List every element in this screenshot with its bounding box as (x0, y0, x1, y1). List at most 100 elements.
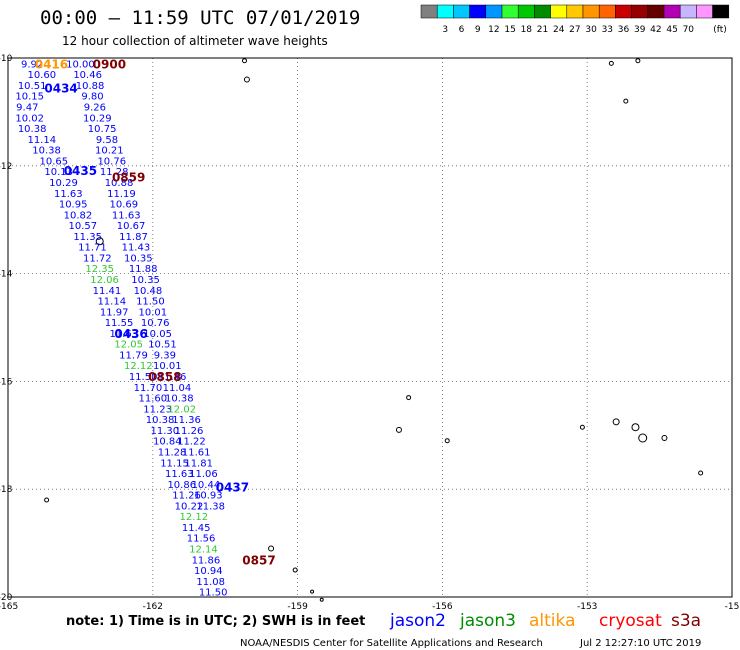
legend-label: 15 (504, 25, 515, 35)
wave-height-label: 9.92 (21, 59, 43, 70)
wave-height-label: 11.63 (112, 210, 141, 221)
wave-height-label: 11.63 (54, 189, 83, 200)
wave-height-label: 11.30 (151, 426, 180, 437)
island-outline (310, 589, 315, 594)
wave-height-label: 10.35 (131, 275, 160, 286)
wave-height-label: 11.28 (100, 167, 129, 178)
island-outline (612, 418, 620, 426)
wave-height-label: 11.63 (110, 329, 139, 340)
legend-swatch (420, 4, 438, 19)
grid-lines (8, 58, 732, 597)
wave-height-label: 11.50 (199, 588, 228, 599)
wave-height-label: 11.72 (83, 253, 112, 264)
wave-height-label: 12.05 (114, 340, 143, 351)
wave-height-label: 10.29 (49, 178, 78, 189)
wave-height-label: 10.69 (110, 200, 139, 211)
pass-time-label: 0858 (148, 370, 181, 384)
y-tick-label: -12 (0, 162, 12, 172)
pass-time-label: 0900 (93, 57, 126, 71)
legend-label: 70 (683, 25, 695, 35)
legend-swatch (615, 4, 632, 19)
wave-height-label: 11.87 (119, 232, 148, 243)
wave-height-label: 10.84 (153, 437, 182, 448)
satellite-name: cryosat (599, 611, 662, 631)
wave-height-label: 12.14 (189, 544, 218, 555)
legend-swatch (485, 4, 503, 19)
footer-timestamp: Jul 2 12:27:10 UTC 2019 (579, 638, 701, 649)
plot-border (7, 57, 733, 598)
island-outlines (44, 58, 704, 602)
wave-height-label: 10.29 (83, 113, 112, 124)
x-tick-label: -153 (577, 602, 597, 612)
wave-height-label: 10.88 (105, 178, 134, 189)
wave-height-label: 10.57 (68, 221, 97, 232)
wave-height-label: 9.80 (81, 92, 103, 103)
x-tick-label: -165 (0, 602, 18, 612)
wave-height-label: 11.50 (129, 372, 158, 383)
wave-height-label: 10.13 (44, 167, 73, 178)
pass-time-label: 0437 (216, 481, 249, 495)
wave-height-label: 11.81 (184, 458, 213, 469)
wave-height-label: 11.06 (189, 469, 218, 480)
wave-height-label: 11.88 (129, 264, 158, 275)
x-tick-label: -159 (287, 602, 308, 612)
pass-time-label: 0859 (112, 171, 145, 185)
island-outline (243, 76, 250, 83)
legend-swatch (647, 4, 665, 19)
legend-swatch (436, 4, 454, 19)
wave-height-label: 10.01 (153, 361, 182, 372)
wave-height-label: 10.88 (76, 81, 105, 92)
wave-height-label: 11.56 (187, 534, 216, 545)
wave-height-label: 9.47 (16, 103, 38, 114)
wave-height-label: 10.15 (15, 92, 44, 103)
pass-time-label: 0416 (35, 57, 68, 71)
wave-height-label: 11.46 (158, 372, 187, 383)
wave-height-label: 11.50 (136, 297, 165, 308)
legend-swatch (663, 4, 681, 19)
wave-height-label: 10.67 (117, 221, 146, 232)
pass-time-label: 0436 (114, 327, 147, 341)
island-outline (268, 545, 275, 552)
legend-swatch (534, 4, 551, 19)
legend-swatch (598, 4, 616, 19)
wave-height-label: 10.00 (66, 59, 95, 70)
wave-height-label: 10.76 (141, 318, 170, 329)
legend-label: 3 (442, 25, 448, 35)
y-tick-label: -10 (0, 54, 13, 64)
legend-swatch (566, 4, 584, 19)
axis-ticks: -165 -162 -159 -156 -153 -15 -10 -12 -14 -16 -18 -2… (0, 54, 739, 612)
satellite-name: s3a (671, 611, 701, 631)
pass-time-label: 0435 (64, 164, 97, 178)
wave-height-label: 11.14 (27, 135, 56, 146)
x-tick-label: -15 (725, 602, 740, 612)
data-points: 9.9210.6010.5110.159.4710.0210.3811.1410… (15, 59, 227, 598)
wave-height-label: 9.26 (84, 103, 106, 114)
wave-height-label: 11.14 (97, 297, 126, 308)
legend-swatch (582, 4, 600, 19)
wave-height-label: 11.28 (158, 447, 187, 458)
legend-swatch (501, 4, 519, 19)
y-tick-label: -16 (0, 377, 13, 387)
legend-label: 42 (650, 25, 661, 35)
wave-height-label: 11.45 (182, 523, 211, 534)
legend-label: 12 (488, 25, 499, 35)
wave-height-label: 10.38 (165, 394, 194, 405)
legend-label: 39 (634, 25, 646, 35)
wave-height-label: 10.35 (124, 253, 153, 264)
wave-height-label: 10.21 (95, 146, 124, 157)
island-outline (638, 433, 648, 443)
wave-height-label: 11.26 (172, 491, 201, 502)
wave-height-label: 12.35 (85, 264, 114, 275)
wave-height-label: 9.39 (154, 350, 176, 361)
wave-height-label: 10.01 (138, 307, 167, 318)
wave-height-label: 11.19 (107, 189, 136, 200)
y-tick-label: -14 (0, 270, 13, 280)
wave-height-label: 10.05 (143, 329, 172, 340)
island-outline (44, 497, 50, 503)
x-tick-label: -156 (432, 602, 453, 612)
wave-height-label: 10.86 (167, 480, 196, 491)
chart-title: 00:00 – 11:59 UTC 07/01/2019 (40, 7, 360, 29)
wave-height-label: 10.44 (192, 480, 221, 491)
pass-time-label: 0434 (44, 82, 77, 96)
wave-height-label: 10.22 (175, 501, 204, 512)
